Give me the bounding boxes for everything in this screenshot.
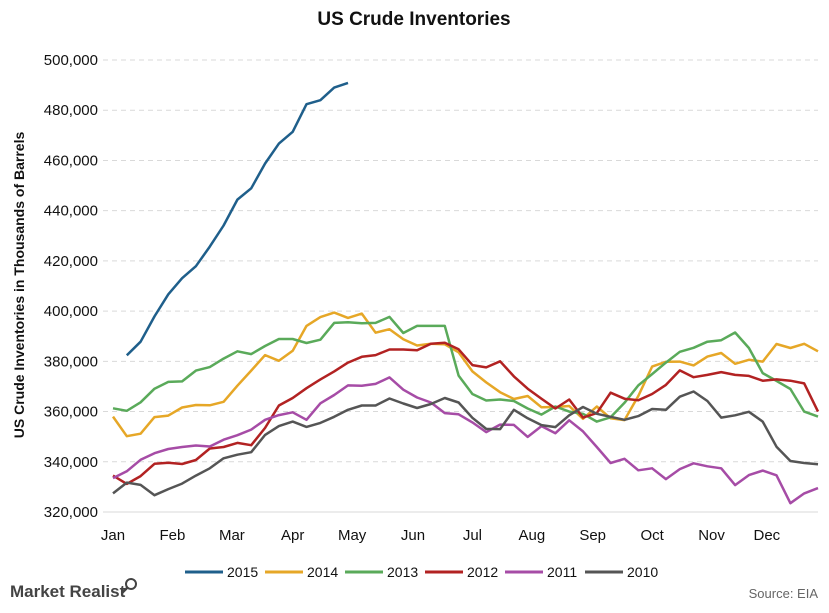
legend-label: 2013	[387, 564, 418, 580]
x-tick-label: Mar	[219, 527, 245, 544]
legend-item-2011: 2011	[505, 564, 577, 580]
chart-title: US Crude Inventories	[317, 9, 510, 30]
series-line-2011	[112, 376, 819, 505]
y-tick-label: 340,000	[44, 454, 98, 471]
x-tick-label: Feb	[160, 527, 186, 544]
magnifier-icon	[121, 578, 137, 594]
series-line-2010	[112, 390, 819, 497]
source-note: Source: EIA	[749, 586, 819, 601]
y-axis-ticks: 320,000 340,000 360,000 380,000 400,000 420,0…	[44, 52, 98, 521]
x-axis-ticks: Jan Feb Mar Apr May Jun Jul Aug Sep Oct Nov Dec	[101, 527, 781, 544]
legend-label: 2015	[227, 564, 258, 580]
legend-item-2010: 2010	[585, 564, 658, 580]
series-line-2012	[112, 341, 820, 486]
y-tick-label: 420,000	[44, 253, 98, 270]
x-tick-label: Jul	[463, 527, 482, 544]
series-line-2015	[125, 81, 349, 357]
y-tick-label: 360,000	[44, 404, 98, 421]
x-tick-label: Apr	[281, 527, 304, 544]
x-tick-label: Nov	[698, 527, 725, 544]
legend-label: 2010	[627, 564, 658, 580]
x-tick-label: May	[338, 527, 367, 544]
legend-item-2012: 2012	[425, 564, 498, 580]
y-tick-label: 480,000	[44, 102, 98, 119]
x-tick-label: Sep	[579, 527, 606, 544]
y-tick-label: 380,000	[44, 353, 98, 370]
legend-label: 2012	[467, 564, 498, 580]
series-line-2014	[111, 311, 819, 438]
gridlines	[103, 59, 818, 463]
x-tick-label: Aug	[519, 527, 546, 544]
legend-item-2015: 2015	[185, 564, 258, 580]
series-line-2013	[112, 315, 819, 423]
x-tick-label: Jun	[401, 527, 425, 544]
series-lines	[111, 81, 820, 505]
legend-label: 2011	[547, 564, 577, 580]
brand-logo: Market Realist	[10, 582, 126, 601]
x-tick-label: Dec	[754, 527, 781, 544]
y-tick-label: 440,000	[44, 203, 98, 220]
legend-label: 2014	[307, 564, 338, 580]
x-tick-label: Oct	[640, 527, 664, 544]
x-tick-label: Jan	[101, 527, 125, 544]
y-tick-label: 400,000	[44, 303, 98, 320]
legend: 2015 2014 2013 2012 2011 2010	[185, 564, 658, 580]
y-tick-label: 320,000	[44, 504, 98, 521]
legend-item-2014: 2014	[265, 564, 338, 580]
y-axis-label: US Crude Inventories in Thousands of Bar…	[11, 132, 27, 439]
y-tick-label: 500,000	[44, 52, 98, 69]
legend-item-2013: 2013	[345, 564, 418, 580]
y-tick-label: 460,000	[44, 152, 98, 169]
